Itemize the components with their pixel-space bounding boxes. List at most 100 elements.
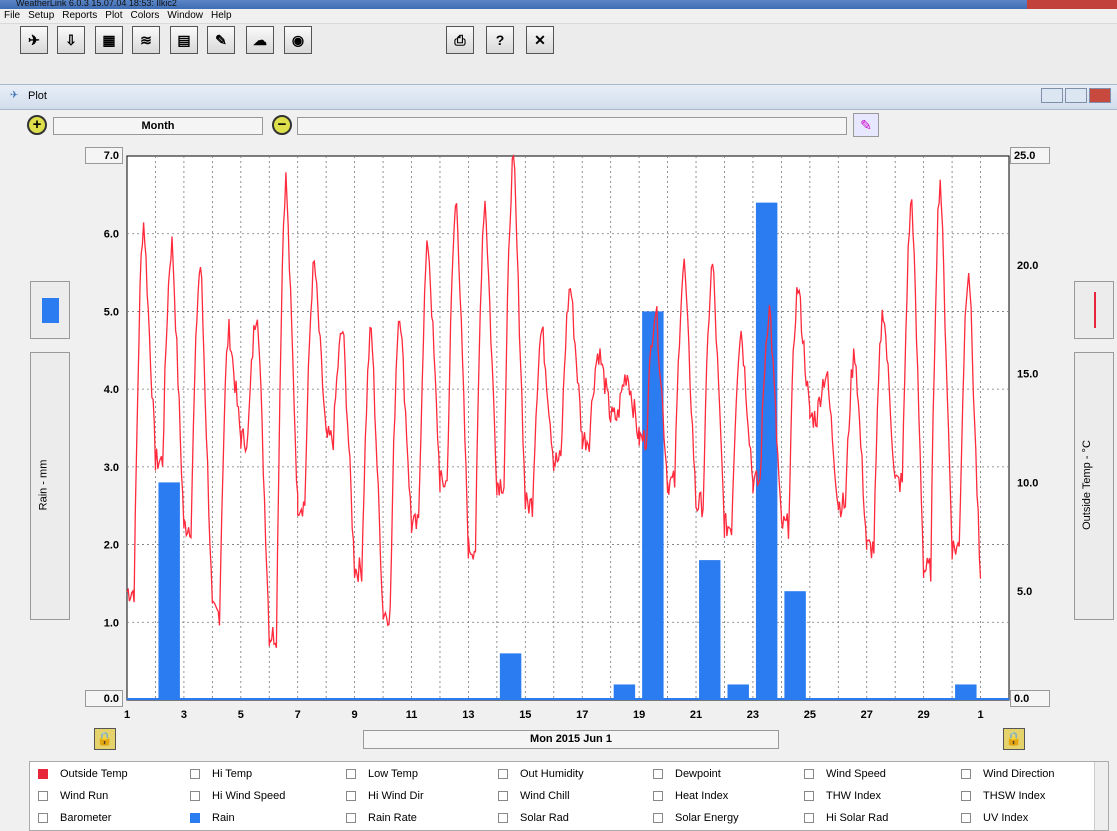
menu-reports[interactable]: Reports [62,10,98,21]
left-tick-label: 4.0 [104,384,119,396]
legend-checkbox[interactable] [653,791,663,801]
rain-bar [955,684,977,700]
legend-checkbox[interactable] [961,813,971,823]
legend-label: THSW Index [983,790,1046,802]
legend-checkbox[interactable] [38,791,48,801]
window-controls[interactable] [1027,0,1117,9]
legend-item[interactable]: Heat Index [653,790,728,802]
legend-checkbox[interactable] [653,813,663,823]
legend-checkbox[interactable] [38,813,48,823]
summary-icon[interactable]: ▤ [170,26,198,54]
legend-scrollbar[interactable] [1094,762,1108,830]
eraser-icon[interactable]: ✎ [853,113,879,137]
legend-label: Solar Rad [520,812,569,824]
legend-item[interactable]: THW Index [804,790,881,802]
series-legend: Outside Temp Hi Temp Low Temp Out Humidity D… [29,761,1109,831]
legend-item[interactable]: Out Humidity [498,768,584,780]
legend-item[interactable]: Hi Wind Dir [346,790,424,802]
menu-setup[interactable]: Setup [28,10,55,21]
right-tick-label: 15.0 [1017,369,1038,381]
close-window-icon[interactable] [1089,88,1111,103]
legend-item[interactable]: Rain Rate [346,812,417,824]
zoom-out-icon[interactable]: − [272,115,292,135]
legend-checkbox[interactable] [961,769,971,779]
minimize-icon[interactable] [1041,88,1063,103]
legend-item[interactable]: Wind Run [38,790,108,802]
legend-checkbox[interactable] [190,791,200,801]
chart-grid [126,155,1010,701]
legend-checkbox[interactable] [498,769,508,779]
plot-window-controls[interactable] [1039,88,1111,106]
legend-checkbox[interactable] [190,769,200,779]
plot-background [126,155,1010,701]
right-tick-label: 10.0 [1017,477,1038,489]
legend-item[interactable]: Solar Energy [653,812,739,824]
menu-file[interactable]: File [4,10,21,21]
maximize-icon[interactable] [1065,88,1087,103]
legend-item[interactable]: Solar Rad [498,812,569,824]
zoom-in-icon[interactable]: + [27,115,47,135]
legend-checkbox[interactable] [804,791,814,801]
x-tick-label: 1 [124,709,130,721]
date-field[interactable]: Mon 2015 Jun 1 [363,730,779,749]
rain-bar [613,684,636,700]
legend-item[interactable]: Dewpoint [653,768,721,780]
noaa-icon[interactable]: ◉ [284,26,312,54]
notes-icon[interactable]: ✎ [207,26,235,54]
legend-item[interactable]: Wind Chill [498,790,570,802]
x-tick-label: 3 [181,709,187,721]
legend-item[interactable]: Outside Temp [38,768,128,780]
menu-colors[interactable]: Colors [130,10,160,21]
x-tick-label: 29 [918,709,930,721]
strip-chart-icon[interactable]: ≋ [132,26,160,54]
menu-help[interactable]: Help [211,10,232,21]
legend-item[interactable]: Hi Solar Rad [804,812,888,824]
legend-checkbox[interactable] [190,813,200,823]
bulletin-icon[interactable]: ▦ [95,26,123,54]
legend-checkbox[interactable] [653,769,663,779]
legend-checkbox[interactable] [346,813,356,823]
left-axis-label: Rain - mm [37,459,50,511]
download-icon[interactable]: ⇩ [57,26,85,54]
print-icon[interactable]: ⎙ [446,26,474,54]
left-lock-icon[interactable]: 🔒 [94,728,116,750]
menu-window[interactable]: Window [167,10,203,21]
legend-item[interactable]: Low Temp [346,768,418,780]
legend-checkbox[interactable] [498,791,508,801]
plot-window-icon: ✈ [10,90,19,101]
legend-item[interactable]: Barometer [38,812,111,824]
legend-checkbox[interactable] [804,813,814,823]
legend-label: Outside Temp [60,768,128,780]
help-icon[interactable]: ? [486,26,514,54]
left-tick-label: 3.0 [104,462,119,474]
legend-checkbox[interactable] [38,769,48,779]
window-title: WeatherLink 6.0.3 15.07.04 18:53: Ilkic2 [16,0,177,8]
legend-label: Wind Speed [826,768,886,780]
close-icon[interactable]: ✕ [526,26,554,54]
rain-bar [784,591,806,700]
menu-plot[interactable]: Plot [105,10,123,21]
legend-item[interactable]: Hi Wind Speed [190,790,285,802]
legend-checkbox[interactable] [961,791,971,801]
station-icon[interactable]: ✈ [20,26,48,54]
x-tick-label: 15 [519,709,531,721]
legend-item[interactable]: THSW Index [961,790,1045,802]
right-tick-label: 5.0 [1017,586,1032,598]
legend-checkbox[interactable] [804,769,814,779]
right-lock-icon[interactable]: 🔒 [1003,728,1025,750]
legend-label: Rain [212,812,235,824]
period-selector[interactable]: Month [53,117,263,135]
legend-item[interactable]: Rain [190,812,235,824]
legend-item[interactable]: Wind Direction [961,768,1055,780]
legend-checkbox[interactable] [346,769,356,779]
range-field[interactable] [297,117,847,135]
legend-item[interactable]: Hi Temp [190,768,252,780]
rain-bar [158,482,180,700]
legend-checkbox[interactable] [498,813,508,823]
x-tick-label: 1 [977,709,983,721]
left-tick-label: 6.0 [104,229,119,241]
weather-icon[interactable]: ☁ [246,26,274,54]
legend-item[interactable]: Wind Speed [804,768,886,780]
legend-item[interactable]: UV Index [961,812,1028,824]
legend-checkbox[interactable] [346,791,356,801]
